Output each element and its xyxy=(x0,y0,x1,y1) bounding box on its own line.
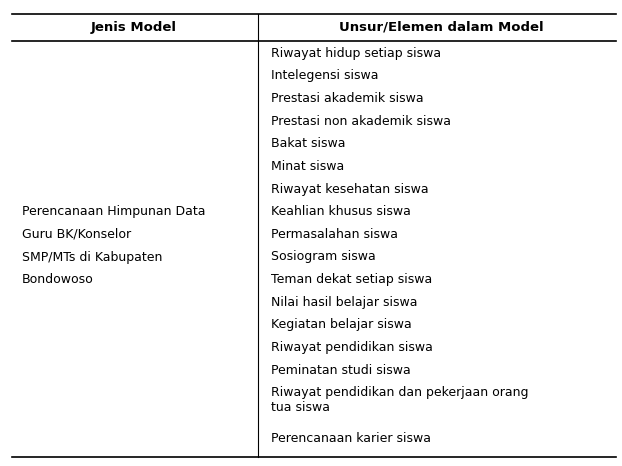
Text: Sosiogram siswa: Sosiogram siswa xyxy=(271,251,375,263)
Text: Prestasi akademik siswa: Prestasi akademik siswa xyxy=(271,92,423,105)
Text: Keahlian khusus siswa: Keahlian khusus siswa xyxy=(271,205,411,218)
Text: Permasalahan siswa: Permasalahan siswa xyxy=(271,228,397,241)
Text: Riwayat hidup setiap siswa: Riwayat hidup setiap siswa xyxy=(271,47,441,60)
Text: Guru BK/Konselor: Guru BK/Konselor xyxy=(22,228,131,241)
Text: Prestasi non akademik siswa: Prestasi non akademik siswa xyxy=(271,115,450,128)
Text: SMP/MTs di Kabupaten: SMP/MTs di Kabupaten xyxy=(22,251,162,264)
Text: Intelegensi siswa: Intelegensi siswa xyxy=(271,69,378,82)
Text: Nilai hasil belajar siswa: Nilai hasil belajar siswa xyxy=(271,296,417,309)
Text: Perencanaan karier siswa: Perencanaan karier siswa xyxy=(271,432,430,445)
Text: Riwayat pendidikan dan pekerjaan orang
tua siswa: Riwayat pendidikan dan pekerjaan orang t… xyxy=(271,386,528,414)
Text: Kegiatan belajar siswa: Kegiatan belajar siswa xyxy=(271,318,411,331)
Text: Riwayat pendidikan siswa: Riwayat pendidikan siswa xyxy=(271,341,432,354)
Text: Bondowoso: Bondowoso xyxy=(22,273,93,286)
Text: Bakat siswa: Bakat siswa xyxy=(271,137,345,150)
Text: Teman dekat setiap siswa: Teman dekat setiap siswa xyxy=(271,273,432,286)
Text: Unsur/Elemen dalam Model: Unsur/Elemen dalam Model xyxy=(340,21,544,34)
Text: Jenis Model: Jenis Model xyxy=(91,21,177,34)
Text: Perencanaan Himpunan Data: Perencanaan Himpunan Data xyxy=(22,206,205,218)
Text: Riwayat kesehatan siswa: Riwayat kesehatan siswa xyxy=(271,183,428,196)
Text: Peminatan studi siswa: Peminatan studi siswa xyxy=(271,364,411,377)
Text: Minat siswa: Minat siswa xyxy=(271,160,344,173)
